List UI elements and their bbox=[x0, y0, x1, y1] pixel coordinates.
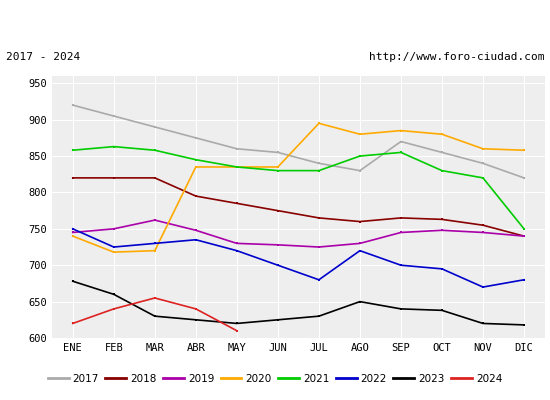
Text: Evolucion del paro registrado en Redován: Evolucion del paro registrado en Redován bbox=[107, 14, 443, 28]
Text: http://www.foro-ciudad.com: http://www.foro-ciudad.com bbox=[369, 52, 544, 62]
Legend: 2017, 2018, 2019, 2020, 2021, 2022, 2023, 2024: 2017, 2018, 2019, 2020, 2021, 2022, 2023… bbox=[48, 374, 502, 384]
Text: 2017 - 2024: 2017 - 2024 bbox=[6, 52, 80, 62]
